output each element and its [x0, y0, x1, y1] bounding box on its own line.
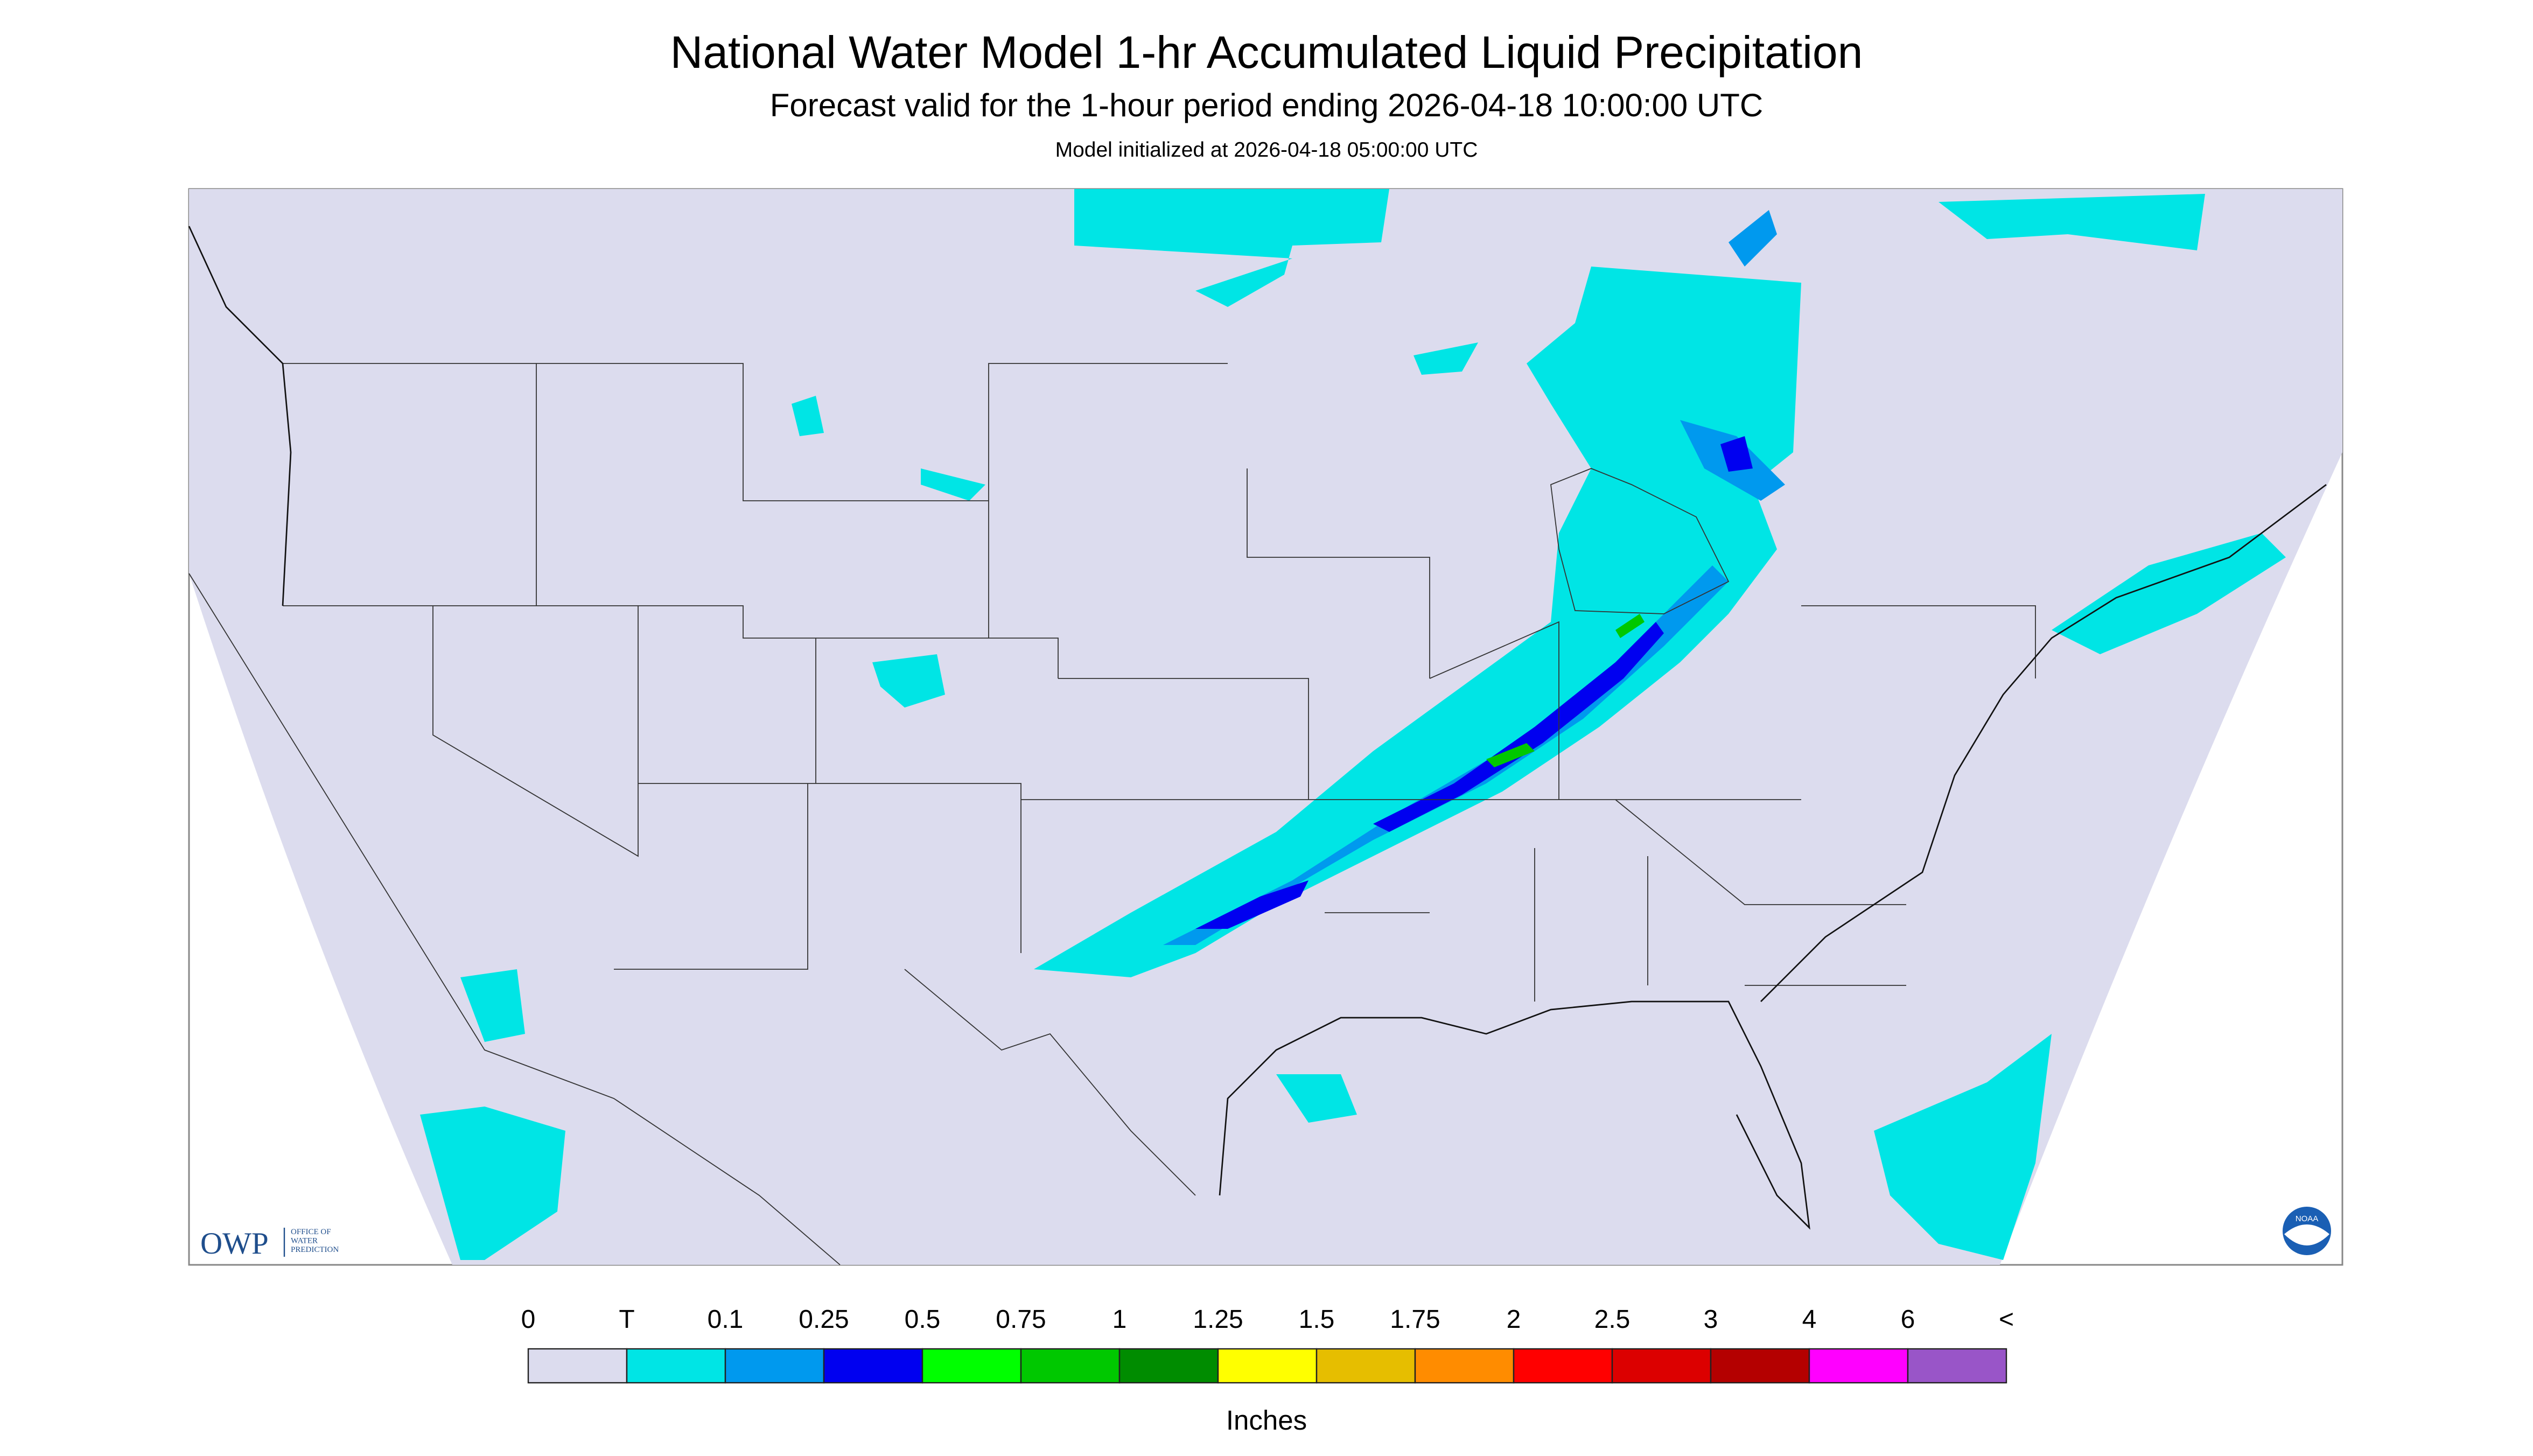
- precip-trace: [420, 189, 2286, 1261]
- legend-swatch: [823, 1348, 923, 1384]
- legend-label: 0.25: [799, 1305, 849, 1334]
- legend-label: 2: [1507, 1305, 1521, 1334]
- precip-heavy: [1486, 614, 1645, 768]
- owp-logo-line: WATER: [291, 1237, 318, 1245]
- legend-unit: Inches: [1226, 1405, 1307, 1436]
- legend-swatch: [921, 1348, 1022, 1384]
- legend-label: 0.1: [708, 1305, 744, 1334]
- legend-label: 3: [1704, 1305, 1718, 1334]
- legend-swatch: [1611, 1348, 1712, 1384]
- legend-swatch: [1316, 1348, 1416, 1384]
- legend-label: T: [619, 1305, 634, 1334]
- state-borders: [188, 226, 2327, 1265]
- legend-label: 0.75: [996, 1305, 1046, 1334]
- legend-swatch: [1513, 1348, 1613, 1384]
- legend-label: 0.5: [905, 1305, 941, 1334]
- owp-logo-line: OFFICE OF: [291, 1228, 331, 1236]
- legend-swatch: [1414, 1348, 1515, 1384]
- legend-swatch: [1217, 1348, 1318, 1384]
- map: [188, 188, 2343, 1266]
- model-domain: [189, 189, 2342, 1265]
- precip-moderate: [1195, 436, 1753, 929]
- legend-swatch: [1710, 1348, 1810, 1384]
- legend-label: 2.5: [1594, 1305, 1631, 1334]
- title: National Water Model 1-hr Accumulated Li…: [670, 27, 1863, 78]
- legend: Inches 0 T 0.1 0.25 0.5 0.75 1 1.25 1.5 1.75 2 2.5 3…: [521, 1305, 2014, 1436]
- noaa-emblem-bird: [2284, 1224, 2329, 1246]
- legend-label: 1.5: [1299, 1305, 1335, 1334]
- legend-swatch: [626, 1348, 726, 1384]
- noaa-logo: NOAA: [2283, 1207, 2331, 1256]
- legend-swatch: [1907, 1348, 2007, 1384]
- legend-label: 1: [1112, 1305, 1127, 1334]
- owp-logo-text: OWP: [200, 1227, 269, 1261]
- subtitle: Forecast valid for the 1-hour period end…: [770, 87, 1763, 123]
- legend-label: 1.75: [1390, 1305, 1440, 1334]
- legend-label: 1.25: [1193, 1305, 1243, 1334]
- legend-swatch: [724, 1348, 825, 1384]
- legend-label: 4: [1802, 1305, 1817, 1334]
- legend-swatch: [1808, 1348, 1909, 1384]
- owp-logo-line: PREDICTION: [291, 1245, 339, 1254]
- init-time: Model initialized at 2026-04-18 05:00:00…: [1055, 138, 1478, 162]
- legend-label: 6: [1901, 1305, 1915, 1334]
- noaa-text: NOAA: [2296, 1214, 2319, 1223]
- legend-label: <: [1999, 1305, 2014, 1334]
- legend-swatch: [1118, 1348, 1219, 1384]
- legend-label: 0: [521, 1305, 536, 1334]
- legend-swatch: [527, 1348, 628, 1384]
- legend-swatch: [1020, 1348, 1121, 1384]
